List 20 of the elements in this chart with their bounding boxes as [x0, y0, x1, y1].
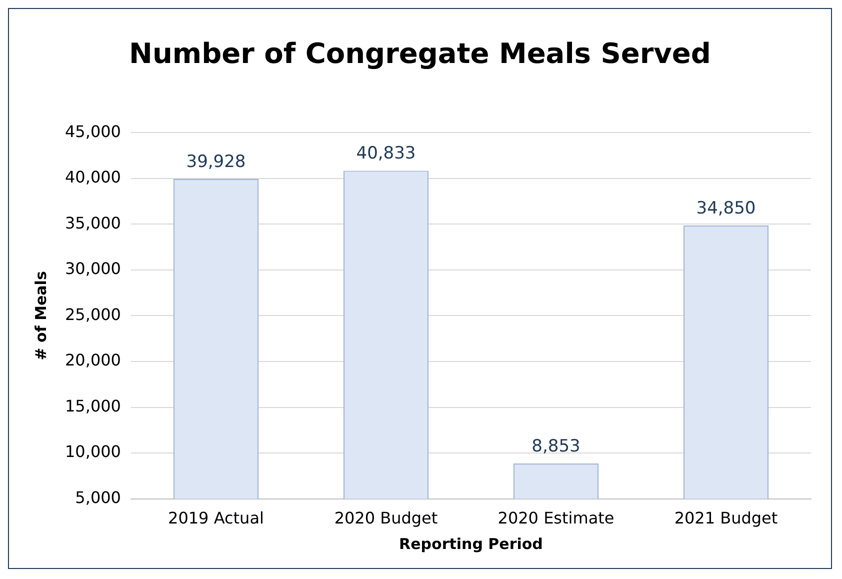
y-tick-label: 10,000	[65, 442, 121, 462]
data-label: 34,850	[696, 198, 756, 218]
data-label: 39,928	[186, 152, 246, 172]
x-tick-label: 2021 Budget	[674, 508, 778, 528]
x-axis-title: Reporting Period	[399, 534, 543, 553]
y-tick-label: 35,000	[65, 213, 121, 232]
data-label: 40,833	[356, 144, 416, 164]
y-tick-label: 20,000	[65, 350, 121, 370]
x-tick-label: 2020 Estimate	[498, 508, 614, 528]
x-tick-label: 2020 Budget	[334, 508, 438, 528]
y-tick-label: 15,000	[65, 396, 121, 416]
y-tick-label: 45,000	[65, 122, 121, 141]
y-tick-label: 30,000	[65, 259, 121, 278]
x-tick-label: 2019 Actual	[168, 508, 264, 528]
y-axis-title: # of Meals	[32, 271, 50, 360]
y-tick-label: 5,000	[75, 488, 121, 507]
y-tick-label: 25,000	[65, 304, 121, 324]
y-tick-label: 40,000	[65, 168, 121, 187]
chart-title: Number of Congregate Meals Served	[129, 37, 711, 70]
data-label: 8,853	[532, 436, 580, 456]
